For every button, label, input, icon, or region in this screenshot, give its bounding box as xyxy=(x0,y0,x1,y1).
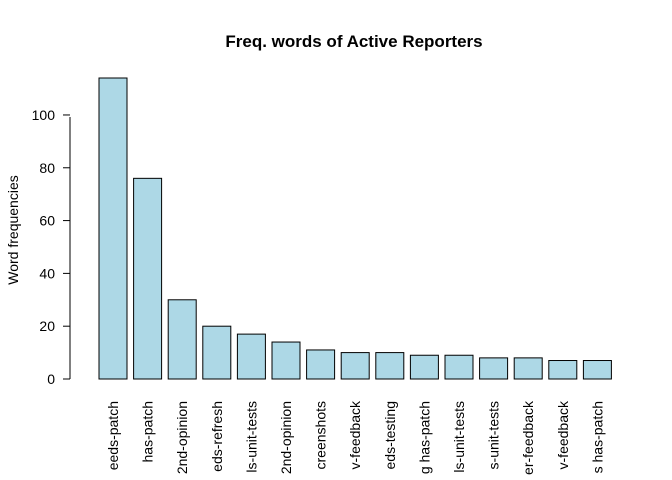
bar xyxy=(98,77,128,380)
y-tick-label: 40 xyxy=(39,265,55,281)
bar xyxy=(375,352,405,380)
category-label: s has-patch xyxy=(589,401,605,473)
category-label: v-feedback xyxy=(347,400,363,469)
category-label: g has-patch xyxy=(416,401,432,474)
chart-title: Freq. words of Active Reporters xyxy=(225,32,482,51)
category-label: v-feedback xyxy=(555,400,571,469)
bar xyxy=(236,333,266,380)
bar xyxy=(306,349,336,380)
y-axis-ticks: 0 20 40 60 80 100 xyxy=(32,107,70,387)
y-axis-label: Word frequencies xyxy=(5,175,21,284)
category-label: has-patch xyxy=(140,401,156,462)
bar xyxy=(582,360,612,380)
bar xyxy=(513,357,543,380)
category-label: 2nd-opinion xyxy=(174,401,190,474)
y-tick-label: 20 xyxy=(39,318,55,334)
category-label: eds-testing xyxy=(382,401,398,469)
bar xyxy=(479,357,509,380)
bar xyxy=(548,360,578,380)
y-tick-label: 0 xyxy=(47,371,55,387)
bars-group xyxy=(98,77,612,380)
category-label: creenshots xyxy=(313,401,329,469)
bar xyxy=(271,341,301,380)
category-label: er-feedback xyxy=(520,400,536,475)
bar xyxy=(444,354,474,380)
category-labels: eeds-patch has-patch 2nd-opinion eds-refres… xyxy=(105,400,605,475)
bar xyxy=(340,352,370,380)
category-label: eeds-patch xyxy=(105,401,121,470)
bar xyxy=(133,177,163,380)
y-tick-label: 100 xyxy=(32,107,56,123)
y-tick-label: 80 xyxy=(39,160,55,176)
category-label: eds-refresh xyxy=(209,401,225,472)
category-label: ls-unit-tests xyxy=(243,401,259,473)
y-tick-label: 60 xyxy=(39,213,55,229)
category-label: 2nd-opinion xyxy=(278,401,294,474)
bar xyxy=(409,354,439,380)
category-label: ls-unit-tests xyxy=(451,401,467,473)
bar xyxy=(167,299,197,380)
bar xyxy=(202,325,232,380)
category-label: s-unit-tests xyxy=(486,401,502,469)
